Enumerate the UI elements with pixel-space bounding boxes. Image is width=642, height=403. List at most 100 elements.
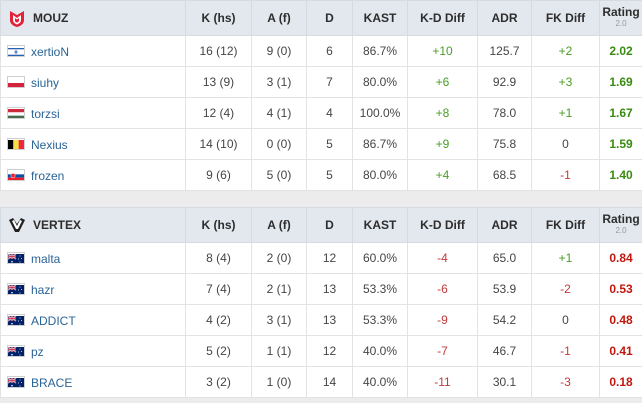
kd-diff-cell: +4 [407, 159, 478, 191]
table-gap [0, 191, 642, 207]
header-rating-label: Rating [602, 212, 640, 226]
kast-cell: 80.0% [352, 66, 408, 98]
fk-diff-cell: +3 [531, 66, 600, 98]
rating-cell: 1.67 [599, 97, 642, 129]
deaths-cell: 12 [306, 242, 353, 274]
header-rating: Rating 2.0 [599, 0, 642, 36]
table-header-row: MOUZ K (hs) A (f) D KAST K-D Diff ADR FK… [0, 0, 642, 36]
kast-cell: 40.0% [352, 366, 408, 398]
player-name-link[interactable]: xertioN [31, 44, 70, 59]
player-name-link[interactable]: Nexius [31, 137, 68, 152]
deaths-cell: 6 [306, 35, 353, 67]
adr-cell: 46.7 [477, 335, 532, 367]
kd-diff-cell: +10 [407, 35, 478, 67]
kast-cell: 40.0% [352, 335, 408, 367]
assists-cell: 9 (0) [251, 35, 307, 67]
player-row: xertioN 16 (12) 9 (0) 6 86.7% +10 125.7 +2 2.02 [0, 35, 642, 67]
team-stats-table: VERTEX K (hs) A (f) D KAST K-D Diff ADR … [0, 207, 642, 398]
team-name: MOUZ [33, 11, 69, 25]
player-row: torzsi 12 (4) 4 (1) 4 100.0% +8 78.0 +1 1.67 [0, 97, 642, 129]
kd-diff-cell: -7 [407, 335, 478, 367]
hungary-flag-icon [7, 107, 25, 120]
player-name-link[interactable]: malta [31, 251, 61, 266]
header-deaths: D [306, 0, 353, 36]
rating-cell: 1.40 [599, 159, 642, 191]
rating-cell: 2.02 [599, 35, 642, 67]
kills-cell: 5 (2) [185, 335, 252, 367]
fk-diff-cell: -2 [531, 273, 600, 305]
player-row: pz 5 (2) 1 (1) 12 40.0% -7 46.7 -1 0.41 [0, 335, 642, 367]
kills-cell: 9 (6) [185, 159, 252, 191]
assists-cell: 2 (0) [251, 242, 307, 274]
player-name-link[interactable]: hazr [31, 282, 55, 297]
player-cell: Nexius [0, 128, 186, 160]
kills-cell: 3 (2) [185, 366, 252, 398]
rating-cell: 1.59 [599, 128, 642, 160]
kast-cell: 86.7% [352, 35, 408, 67]
player-cell: malta [0, 242, 186, 274]
fk-diff-cell: -1 [531, 159, 600, 191]
kast-cell: 53.3% [352, 273, 408, 305]
player-cell: pz [0, 335, 186, 367]
adr-cell: 75.8 [477, 128, 532, 160]
deaths-cell: 13 [306, 304, 353, 336]
player-name-link[interactable]: frozen [31, 168, 65, 183]
kd-diff-cell: -11 [407, 366, 478, 398]
kd-diff-cell: -6 [407, 273, 478, 305]
israel-flag-icon [7, 45, 25, 58]
player-name-link[interactable]: pz [31, 344, 44, 359]
header-kast: KAST [352, 207, 408, 243]
rating-cell: 1.69 [599, 66, 642, 98]
assists-cell: 3 (1) [251, 304, 307, 336]
player-cell: hazr [0, 273, 186, 305]
kd-diff-cell: -4 [407, 242, 478, 274]
vertex-logo-icon [7, 215, 27, 235]
adr-cell: 65.0 [477, 242, 532, 274]
player-row: hazr 7 (4) 2 (1) 13 53.3% -6 53.9 -2 0.53 [0, 273, 642, 305]
kast-cell: 60.0% [352, 242, 408, 274]
header-adr: ADR [477, 207, 532, 243]
header-fk-diff: FK Diff [531, 207, 600, 243]
kills-cell: 12 (4) [185, 97, 252, 129]
header-rating-version: 2.0 [615, 19, 627, 28]
rating-cell: 0.41 [599, 335, 642, 367]
rating-cell: 0.53 [599, 273, 642, 305]
header-fk-diff: FK Diff [531, 0, 600, 36]
assists-cell: 5 (0) [251, 159, 307, 191]
kills-cell: 13 (9) [185, 66, 252, 98]
assists-cell: 2 (1) [251, 273, 307, 305]
header-kills: K (hs) [185, 0, 252, 36]
adr-cell: 68.5 [477, 159, 532, 191]
fk-diff-cell: +1 [531, 97, 600, 129]
assists-cell: 0 (0) [251, 128, 307, 160]
rating-cell: 0.48 [599, 304, 642, 336]
player-cell: xertioN [0, 35, 186, 67]
assists-cell: 4 (1) [251, 97, 307, 129]
player-row: ADDICT 4 (2) 3 (1) 13 53.3% -9 54.2 0 0.48 [0, 304, 642, 336]
player-name-link[interactable]: torzsi [31, 106, 60, 121]
header-rating-label: Rating [602, 5, 640, 19]
kills-cell: 7 (4) [185, 273, 252, 305]
deaths-cell: 7 [306, 66, 353, 98]
deaths-cell: 5 [306, 128, 353, 160]
kills-cell: 14 (10) [185, 128, 252, 160]
team-stats-table: MOUZ K (hs) A (f) D KAST K-D Diff ADR FK… [0, 0, 642, 191]
player-cell: BRACE [0, 366, 186, 398]
team-name: VERTEX [33, 218, 82, 232]
player-row: malta 8 (4) 2 (0) 12 60.0% -4 65.0 +1 0.84 [0, 242, 642, 274]
header-kd-diff: K-D Diff [407, 207, 478, 243]
player-name-link[interactable]: siuhy [31, 75, 60, 90]
player-row: BRACE 3 (2) 1 (0) 14 40.0% -11 30.1 -3 0.18 [0, 366, 642, 398]
australia-flag-icon [7, 283, 25, 296]
table-header-row: VERTEX K (hs) A (f) D KAST K-D Diff ADR … [0, 207, 642, 243]
player-row: frozen 9 (6) 5 (0) 5 80.0% +4 68.5 -1 1.40 [0, 159, 642, 191]
assists-cell: 1 (1) [251, 335, 307, 367]
kast-cell: 53.3% [352, 304, 408, 336]
kast-cell: 80.0% [352, 159, 408, 191]
player-name-link[interactable]: ADDICT [31, 313, 76, 328]
fk-diff-cell: 0 [531, 304, 600, 336]
adr-cell: 30.1 [477, 366, 532, 398]
player-name-link[interactable]: BRACE [31, 375, 73, 390]
header-kd-diff: K-D Diff [407, 0, 478, 36]
